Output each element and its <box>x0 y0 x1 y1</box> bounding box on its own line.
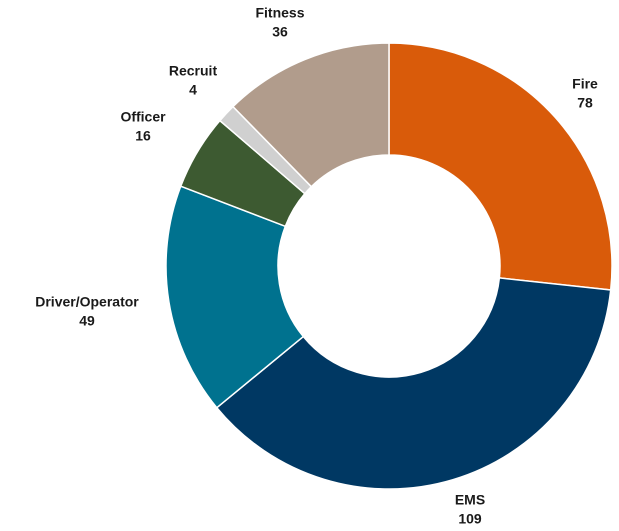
slice-label: Driver/Operator <box>35 294 139 310</box>
donut-slice <box>165 185 305 409</box>
slice-label: EMS <box>455 492 485 508</box>
donut-slice <box>231 42 390 188</box>
slice-value: 4 <box>189 82 197 98</box>
slice-value: 36 <box>272 24 288 40</box>
slice-value: 16 <box>135 128 151 144</box>
slice-label: Officer <box>120 109 166 125</box>
slice-label: Recruit <box>169 63 218 79</box>
donut-slice <box>388 42 613 291</box>
slice-value: 78 <box>577 95 593 111</box>
donut-slice <box>215 277 612 490</box>
slice-label: Fitness <box>255 5 304 21</box>
slice-value: 109 <box>458 511 482 527</box>
slice-label: Fire <box>572 76 598 92</box>
slice-value: 49 <box>79 313 95 329</box>
